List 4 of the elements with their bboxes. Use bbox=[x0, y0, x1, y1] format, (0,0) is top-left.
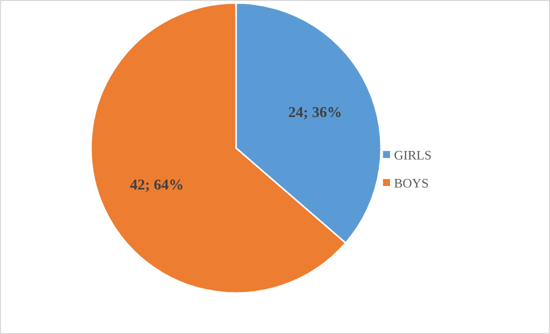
legend-label: GIRLS bbox=[394, 148, 432, 163]
data-label: 24; 36% bbox=[288, 105, 342, 122]
legend-label: BOYS bbox=[394, 176, 429, 191]
data-label: 42; 64% bbox=[130, 177, 184, 194]
